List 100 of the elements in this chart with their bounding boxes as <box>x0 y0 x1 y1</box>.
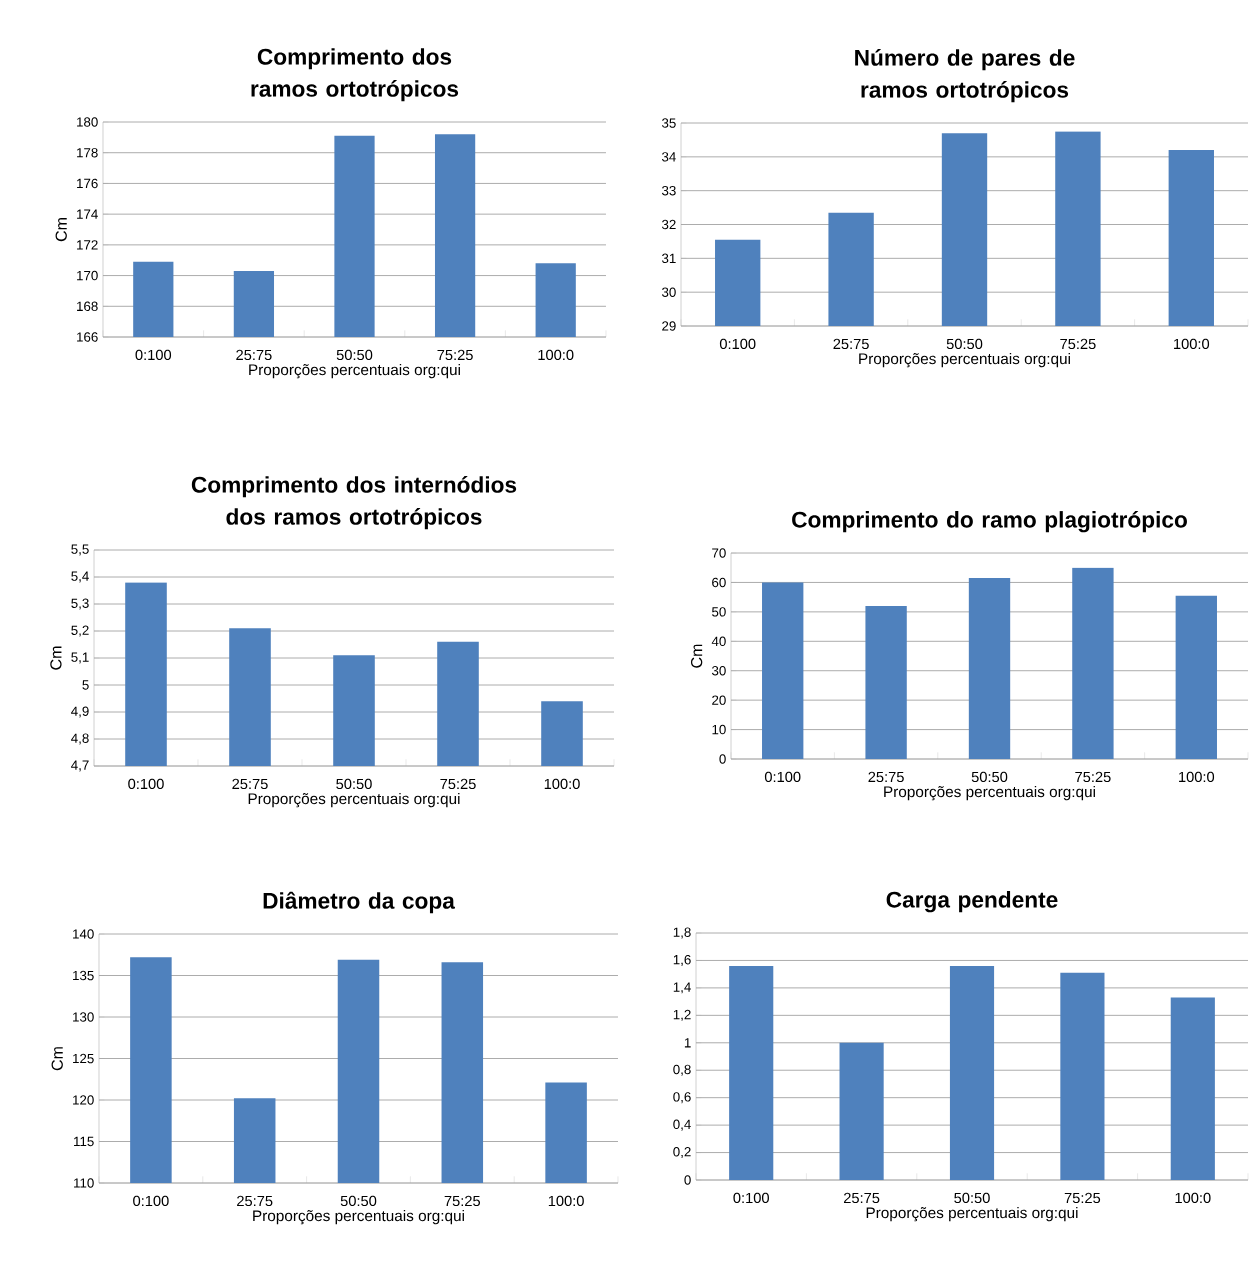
y-tick-label: 32 <box>661 219 676 230</box>
y-tick-label: 1,6 <box>673 954 691 966</box>
x-tick-label: 100:0 <box>548 1195 584 1207</box>
y-tick-label: 30 <box>661 287 676 297</box>
y-axis-title: Cm <box>55 218 67 242</box>
bar <box>839 1042 884 1181</box>
x-tick-label: 100:0 <box>1179 771 1215 783</box>
y-tick-label: 1,2 <box>673 1009 691 1021</box>
y-tick-label: 20 <box>712 695 726 705</box>
x-tick-label: 50:50 <box>954 1192 990 1204</box>
y-tick-label: 180 <box>77 117 98 127</box>
y-tick-label: 0,8 <box>673 1064 691 1076</box>
bar <box>762 582 804 760</box>
y-tick-label: 1 <box>684 1038 691 1048</box>
x-tick-label: 25:75 <box>843 1192 880 1204</box>
x-tick-label: 0:100 <box>733 1192 769 1204</box>
y-tick-label: 135 <box>73 970 94 981</box>
x-tick-label: 50:50 <box>336 778 372 790</box>
y-tick-label: 5,3 <box>71 598 89 610</box>
y-tick-label: 35 <box>661 118 676 128</box>
y-tick-label: 172 <box>77 240 98 250</box>
x-tick-label: 25:75 <box>236 349 272 361</box>
chart-title: Comprimento dos internódios dos ramos ortotrópicos <box>191 475 517 530</box>
y-tick-label: 50 <box>712 607 726 617</box>
x-tick-label: 50:50 <box>946 338 983 350</box>
x-tick-label: 75:25 <box>437 349 473 361</box>
bar <box>729 965 774 1181</box>
x-tick-label: 25:75 <box>237 1195 273 1207</box>
y-tick-label: 4,8 <box>71 733 89 745</box>
x-tick-label: 75:25 <box>1064 1192 1101 1204</box>
x-tick-label: 0:100 <box>128 778 164 790</box>
bar <box>1072 567 1114 760</box>
y-tick-label: 4,9 <box>71 706 89 718</box>
y-tick-label: 1,8 <box>673 927 691 939</box>
y-tick-label: 176 <box>77 178 98 189</box>
x-tick-label: 0:100 <box>719 338 756 350</box>
x-axis-title: Proporções percentuais org:qui <box>866 1206 1078 1222</box>
y-tick-label: 4,7 <box>71 760 89 772</box>
y-tick-label: 33 <box>661 185 676 196</box>
y-tick-label: 168 <box>77 301 98 311</box>
x-tick-label: 100:0 <box>544 778 580 790</box>
y-tick-label: 140 <box>73 929 94 939</box>
x-tick-label: 50:50 <box>971 771 1008 783</box>
chart-title: Número de pares de ramos ortotrópicos <box>855 48 1075 103</box>
x-tick-label: 75:25 <box>440 778 476 790</box>
x-tick-label: 25:75 <box>868 771 904 783</box>
y-tick-label: 0,2 <box>673 1147 691 1159</box>
y-tick-label: 166 <box>77 332 98 342</box>
x-tick-label: 75:25 <box>1060 338 1096 350</box>
x-tick-label: 0:100 <box>133 1195 169 1207</box>
chart-title: Comprimento dos ramos ortotrópicos <box>251 48 459 102</box>
x-tick-label: 100:0 <box>538 349 574 361</box>
y-tick-label: 10 <box>712 724 726 735</box>
y-tick-label: 110 <box>74 1178 94 1188</box>
x-tick-label: 100:0 <box>1175 1192 1211 1204</box>
chart-title: Diâmetro da copa <box>263 891 455 914</box>
y-tick-label: 0,6 <box>673 1092 691 1104</box>
x-axis-title: Proporções percentuais org:qui <box>859 352 1070 368</box>
bar <box>949 965 995 1181</box>
y-tick-label: 1,4 <box>673 982 691 994</box>
x-tick-label: 25:75 <box>833 338 869 350</box>
y-tick-label: 5,5 <box>71 544 89 556</box>
y-tick-label: 178 <box>77 148 98 158</box>
y-tick-label: 40 <box>711 636 726 647</box>
y-tick-label: 0,4 <box>673 1119 691 1131</box>
x-tick-label: 100:0 <box>1174 338 1210 350</box>
x-tick-label: 25:75 <box>232 778 268 790</box>
y-tick-label: 29 <box>662 321 676 331</box>
y-tick-label: 31 <box>661 253 676 264</box>
y-tick-label: 120 <box>73 1095 94 1105</box>
x-tick-label: 75:25 <box>444 1195 481 1207</box>
x-tick-label: 50:50 <box>340 1195 377 1207</box>
bar <box>1170 997 1215 1181</box>
y-axis-title: Cm <box>50 646 62 670</box>
x-tick-label: 0:100 <box>135 349 172 361</box>
bar <box>865 605 907 760</box>
y-tick-label: 5 <box>82 680 89 690</box>
bar <box>968 578 1011 760</box>
bar <box>1175 595 1217 760</box>
x-axis-title: Proporções percentuais org:qui <box>253 1209 464 1225</box>
y-tick-label: 30 <box>711 666 726 676</box>
x-axis-title: Proporções percentuais org:qui <box>884 785 1095 801</box>
chart-title: Comprimento do ramo plagiotrópico <box>792 510 1187 533</box>
y-tick-label: 5,4 <box>71 571 89 583</box>
y-tick-label: 34 <box>661 152 676 162</box>
bar <box>1060 972 1105 1181</box>
x-tick-label: 50:50 <box>336 349 373 361</box>
y-tick-label: 60 <box>712 577 726 588</box>
x-axis-title: Proporções percentuais org:qui <box>249 363 460 379</box>
x-tick-label: 75:25 <box>1075 771 1111 783</box>
chart-title: Carga pendente <box>886 891 1058 913</box>
y-tick-label: 5,2 <box>71 625 89 637</box>
y-tick-label: 70 <box>712 548 726 558</box>
y-tick-label: 170 <box>77 270 98 281</box>
x-axis-title: Proporções percentuais org:qui <box>248 792 460 808</box>
y-tick-label: 174 <box>77 209 98 219</box>
y-tick-label: 115 <box>74 1136 94 1147</box>
y-tick-label: 125 <box>73 1053 94 1064</box>
y-tick-label: 0 <box>719 754 726 764</box>
y-axis-title: Cm <box>690 644 703 668</box>
